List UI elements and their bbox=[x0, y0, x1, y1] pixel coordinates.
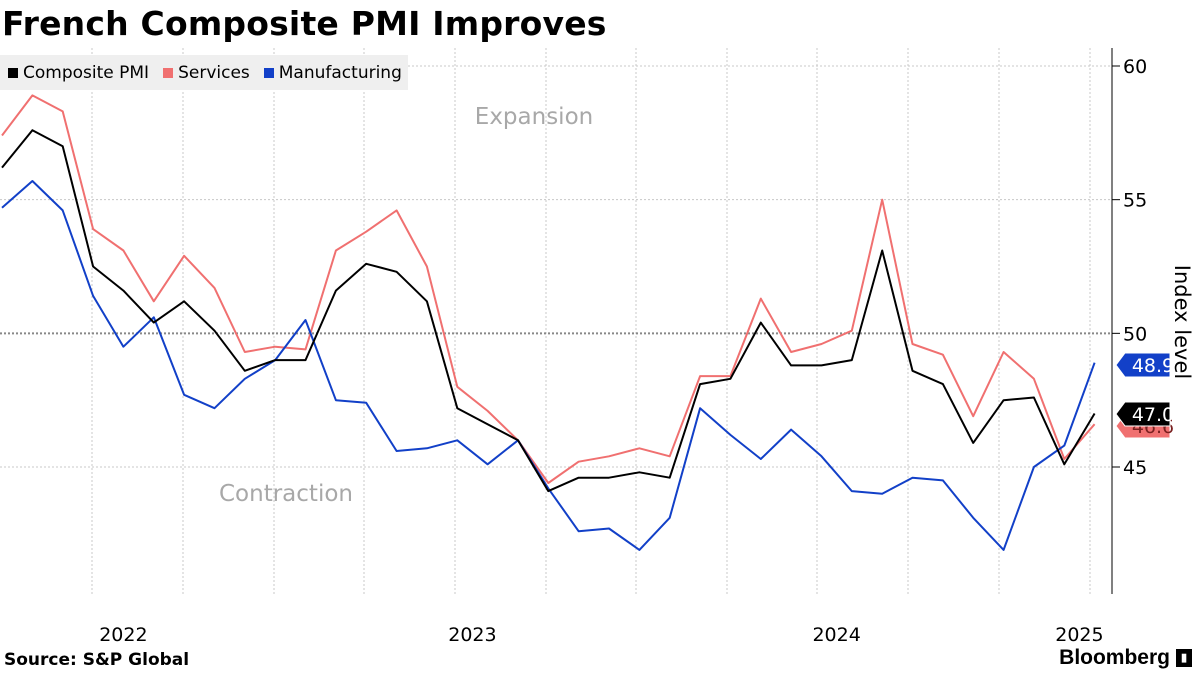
legend-swatch-manufacturing bbox=[263, 67, 274, 78]
composite-pmi-line bbox=[1, 129, 1096, 493]
y-tick-label-55: 55 bbox=[1123, 190, 1147, 212]
brand-logo: Bloomberg ▮ bbox=[1059, 646, 1192, 670]
legend-label-composite: Composite PMI bbox=[23, 62, 150, 83]
x-tick-label-2023: 2023 bbox=[448, 624, 496, 646]
y-tick-label-60: 60 bbox=[1123, 56, 1147, 78]
brand-name: Bloomberg bbox=[1059, 646, 1170, 669]
legend-item-services: Services bbox=[163, 63, 250, 83]
annotation-contraction: Contraction bbox=[219, 481, 353, 507]
legend-swatch-composite bbox=[8, 67, 18, 78]
legend: Composite PMI Services Manufacturing bbox=[0, 55, 408, 90]
y-axis-title: Index level bbox=[1170, 265, 1194, 379]
bloomberg-terminal-icon: ▮ bbox=[1176, 649, 1192, 667]
last-value-tag-composite-shape bbox=[1115, 401, 1171, 427]
last-value-tag-manufacturing-label: 48.9 bbox=[1132, 355, 1174, 377]
last-value-tag-manufacturing-shape bbox=[1115, 352, 1171, 378]
x-tick-label-2022: 2022 bbox=[99, 624, 147, 646]
services-line bbox=[1, 94, 1096, 484]
chart-title: French Composite PMI Improves bbox=[2, 4, 607, 43]
x-tick-label-2025: 2025 bbox=[1055, 624, 1103, 646]
legend-swatch-services bbox=[163, 67, 174, 78]
x-tick-label-2024: 2024 bbox=[812, 624, 860, 646]
legend-item-manufacturing: Manufacturing bbox=[263, 62, 402, 83]
y-tick-label-45: 45 bbox=[1123, 457, 1147, 479]
last-value-tag-composite-label: 47.0 bbox=[1132, 404, 1174, 426]
manufacturing-line bbox=[1, 180, 1096, 551]
source-note: Source: S&P Global bbox=[4, 650, 190, 670]
legend-label-services: Services bbox=[178, 62, 250, 83]
legend-label-manufacturing: Manufacturing bbox=[278, 62, 402, 83]
annotation-expansion: Expansion bbox=[475, 104, 593, 130]
legend-item-composite: Composite PMI bbox=[8, 63, 149, 83]
y-tick-label-50: 50 bbox=[1123, 323, 1147, 345]
